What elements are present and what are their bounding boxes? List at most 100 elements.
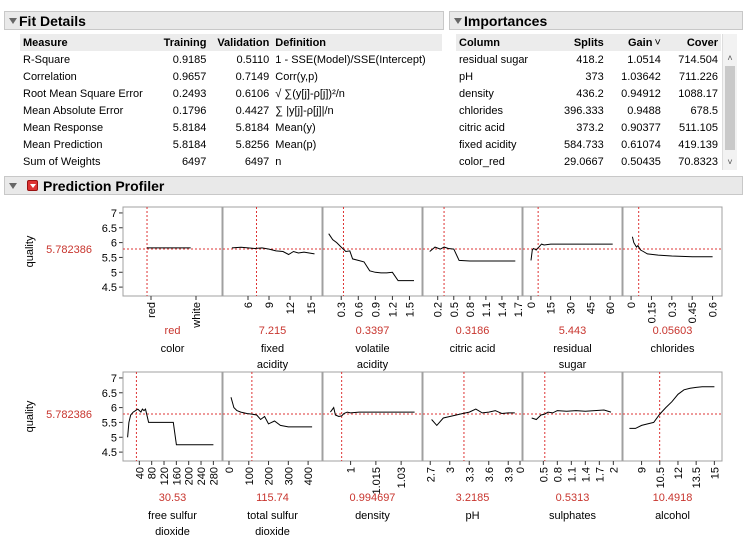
- x-tick-label: 1.2: [387, 302, 399, 317]
- factor-label-volatile-acidity: acidity: [357, 359, 389, 371]
- x-tick-label: 30: [566, 302, 578, 314]
- scroll-up-icon[interactable]: ˄: [727, 53, 733, 63]
- table-cell: 418.2: [576, 53, 604, 66]
- factor-value-chlorides[interactable]: 0.05603: [653, 325, 693, 337]
- profile-panel-ph[interactable]: [422, 371, 523, 462]
- table-cell: 678.5: [690, 104, 718, 117]
- x-tick-label: 0.15: [646, 302, 658, 323]
- table-cell: 0.90377: [621, 121, 661, 134]
- x-tick-label: 3.3: [464, 467, 476, 482]
- profiler-header[interactable]: Prediction Profiler: [4, 176, 743, 195]
- factor-value-sulphates[interactable]: 0.5313: [556, 492, 590, 504]
- fit-details-header[interactable]: Fit Details: [4, 11, 444, 30]
- profile-panel-chlorides[interactable]: [622, 206, 723, 297]
- y-tick-label: 6: [111, 238, 117, 250]
- table-cell: Corr(y,p): [275, 70, 318, 83]
- factor-value-color[interactable]: red: [165, 325, 181, 337]
- table-cell: 0.50435: [621, 155, 661, 168]
- importances-table: Column Splits Gain ˅ Cover residual sugar 418…: [456, 34, 721, 170]
- x-tick-label: 60: [605, 302, 617, 314]
- scroll-down-icon[interactable]: ˅: [727, 157, 733, 167]
- table-cell: 5.8184: [172, 138, 207, 151]
- importances-col-header[interactable]: Cover: [663, 34, 721, 51]
- table-cell: 0.5110: [236, 53, 270, 66]
- disclosure-icon[interactable]: [9, 183, 17, 189]
- profile-curve-sulphates: [531, 409, 612, 421]
- factor-value-alcohol[interactable]: 10.4918: [653, 492, 693, 504]
- table-cell: 436.2: [576, 87, 604, 100]
- scroll-thumb[interactable]: [725, 66, 735, 150]
- profile-curve-ph: [431, 408, 515, 427]
- fit-details-table: Measure Training Validation Definition R-Sq…: [20, 34, 442, 170]
- x-tick-label: 9: [637, 467, 649, 473]
- profile-panel-fixed-acidity[interactable]: [222, 206, 323, 297]
- table-row: Mean Absolute Error 0.1796 0.4427 ∑ |y[j]-ρ…: [20, 102, 442, 119]
- x-tick-label: 12: [673, 467, 685, 479]
- profile-panel-density[interactable]: [322, 371, 423, 462]
- table-cell: √ ∑(y[j]-ρ[j])²/n: [275, 87, 345, 100]
- importances-col-header[interactable]: Gain ˅: [606, 34, 664, 51]
- factor-label-volatile-acidity: volatile: [355, 343, 389, 355]
- fit_details-col-header[interactable]: Definition: [272, 34, 442, 51]
- factor-label-free-sulfur-dioxide: dioxide: [155, 526, 190, 538]
- x-tick-label: 1.7: [513, 302, 525, 317]
- factor-label-fixed-acidity: fixed: [261, 343, 284, 355]
- x-tick-label: 1.5: [404, 302, 416, 317]
- table-row: chlorides 396.333 0.9488 678.5: [456, 102, 721, 119]
- table-cell: Mean(p): [275, 138, 317, 151]
- profile-panel-sulphates[interactable]: [522, 371, 623, 462]
- x-tick-label: 0.3: [667, 302, 679, 317]
- factor-value-free-sulfur-dioxide[interactable]: 30.53: [159, 492, 187, 504]
- table-cell: 5.8184: [235, 121, 270, 134]
- table-row: fixed acidity 584.733 0.61074 419.139: [456, 136, 721, 153]
- table-cell: 373: [585, 70, 604, 83]
- factor-value-volatile-acidity[interactable]: 0.3397: [356, 325, 390, 337]
- importances-col-header[interactable]: Splits: [549, 34, 607, 51]
- disclosure-icon[interactable]: [9, 18, 17, 24]
- profile-panel-alcohol[interactable]: [622, 371, 723, 462]
- factor-label-fixed-acidity: acidity: [257, 359, 289, 371]
- profile-panel-total-sulfur-dioxide[interactable]: [222, 371, 323, 462]
- x-tick-label: 1.1: [481, 302, 493, 317]
- profile-panel-free-sulfur-dioxide[interactable]: [122, 371, 223, 462]
- table-row: color_red 29.0667 0.50435 70.8323: [456, 153, 721, 170]
- profile-panel-color[interactable]: [122, 206, 223, 297]
- fit_details-col-header[interactable]: Training: [156, 34, 210, 51]
- importances-header[interactable]: Importances: [449, 11, 743, 30]
- x-tick-label: 15: [546, 302, 558, 314]
- factor-value-residual-sugar[interactable]: 5.443: [559, 325, 587, 337]
- profile-curve-volatile-acidity: [328, 233, 414, 282]
- factor-value-total-sulfur-dioxide[interactable]: 115.74: [256, 492, 289, 504]
- profile-panel-citric-acid[interactable]: [422, 206, 523, 297]
- x-tick-label: 0.5: [538, 467, 550, 482]
- factor-value-citric-acid[interactable]: 0.3186: [456, 325, 490, 337]
- table-cell: 419.139: [678, 138, 718, 151]
- table-cell: 584.733: [564, 138, 604, 151]
- x-tick-label: 1.015: [371, 467, 383, 495]
- table-row: Correlation 0.9657 0.7149 Corr(y,p): [20, 68, 442, 85]
- red-triangle-menu-icon[interactable]: [27, 180, 38, 191]
- x-tick-label: 160: [171, 467, 183, 485]
- sort-descending-icon[interactable]: ˅: [654, 36, 661, 49]
- disclosure-icon[interactable]: [454, 18, 462, 24]
- importances-scrollbar[interactable]: ˄ ˅: [722, 34, 737, 170]
- response-value: 5.782386: [46, 244, 92, 256]
- table-cell: Mean Absolute Error: [23, 104, 124, 117]
- importances-col-header[interactable]: Column: [456, 34, 550, 51]
- profile-curve-residual-sugar: [530, 243, 613, 261]
- table-cell: Mean Prediction: [23, 138, 103, 151]
- table-cell: 1.03642: [621, 70, 661, 83]
- factor-value-fixed-acidity[interactable]: 7.215: [259, 325, 287, 337]
- profile-panel-residual-sugar[interactable]: [522, 206, 623, 297]
- x-tick-label: 300: [283, 467, 295, 485]
- x-tick-label: 1.4: [497, 302, 509, 317]
- factor-value-density[interactable]: 0.994697: [350, 492, 396, 504]
- table-cell: 6497: [181, 155, 207, 168]
- x-tick-label: 1.1: [566, 467, 578, 482]
- profile-curve-density: [329, 406, 415, 418]
- fit_details-col-header[interactable]: Validation: [209, 34, 273, 51]
- fit_details-col-header[interactable]: Measure: [20, 34, 157, 51]
- factor-label-total-sulfur-dioxide: total sulfur: [247, 510, 298, 522]
- factor-value-ph[interactable]: 3.2185: [456, 492, 490, 504]
- profile-panel-volatile-acidity[interactable]: [322, 206, 423, 297]
